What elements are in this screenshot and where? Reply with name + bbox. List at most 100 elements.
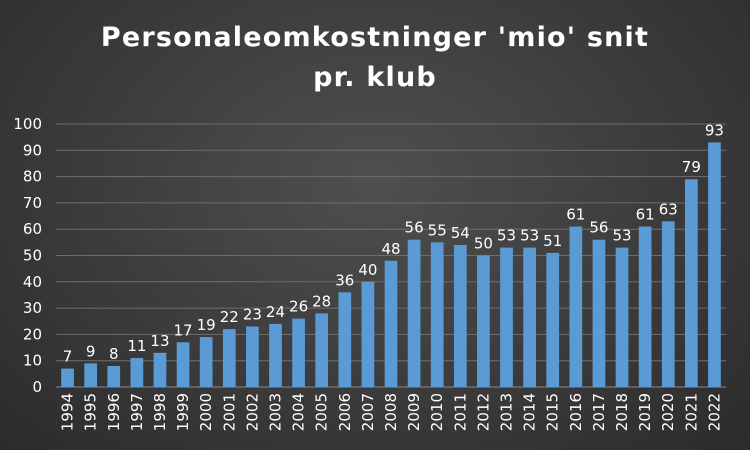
data-label: 61 (566, 206, 585, 224)
data-label: 22 (220, 308, 239, 326)
data-label: 23 (243, 306, 262, 324)
data-label: 54 (451, 224, 470, 242)
y-tick-label: 50 (23, 247, 42, 265)
data-label: 19 (197, 316, 216, 334)
data-label: 55 (428, 221, 447, 239)
bar (269, 323, 282, 387)
x-tick-label: 2004 (290, 393, 308, 431)
bar (176, 342, 190, 387)
data-label: 56 (589, 219, 608, 237)
x-tick-label: 1999 (174, 393, 192, 431)
x-tick-label: 2001 (220, 393, 238, 431)
bar (708, 142, 721, 387)
x-tick-label: 1998 (151, 393, 169, 431)
x-tick-label: 2020 (659, 393, 677, 431)
y-tick-label: 10 (23, 352, 42, 370)
x-tick-label: 2011 (451, 393, 469, 431)
bar (661, 221, 675, 387)
data-label: 8 (109, 345, 119, 363)
bar (569, 226, 583, 387)
x-tick-label: 2005 (313, 393, 331, 431)
data-label: 61 (636, 206, 655, 224)
data-label: 7 (63, 348, 73, 366)
data-label: 40 (358, 261, 377, 279)
bar (477, 255, 490, 387)
x-tick-label: 2021 (682, 393, 700, 431)
y-tick-label: 20 (23, 325, 42, 343)
x-tick-label: 2018 (613, 393, 631, 431)
bar (546, 252, 560, 387)
data-label: 48 (381, 240, 400, 258)
bar (361, 281, 375, 387)
y-tick-label: 30 (23, 299, 42, 317)
data-label: 24 (266, 303, 285, 321)
bar (61, 368, 74, 387)
data-label: 93 (705, 121, 724, 139)
bar (523, 247, 536, 387)
data-label: 26 (289, 298, 308, 316)
bar (384, 260, 398, 387)
y-tick-label: 70 (23, 194, 42, 212)
bar (84, 363, 98, 387)
x-tick-label: 1996 (105, 393, 123, 431)
y-tick-label: 100 (13, 115, 42, 133)
data-label: 17 (174, 321, 193, 339)
bar (615, 247, 629, 387)
bar (338, 292, 352, 387)
data-label: 9 (86, 342, 96, 360)
y-tick-label: 60 (23, 220, 42, 238)
data-label: 11 (127, 337, 146, 355)
data-label: 79 (682, 158, 701, 176)
data-label: 53 (520, 227, 539, 245)
x-tick-label: 2000 (197, 393, 215, 431)
x-tick-label: 1994 (59, 393, 77, 431)
bar (430, 242, 444, 387)
bar (107, 365, 121, 387)
x-tick-label: 2010 (428, 393, 446, 431)
data-label: 51 (543, 232, 562, 250)
bar (592, 239, 606, 387)
x-tick-label: 2007 (359, 393, 377, 431)
bar (407, 239, 421, 387)
x-tick-label: 2012 (474, 393, 492, 431)
data-label: 53 (497, 227, 516, 245)
bar (130, 358, 144, 387)
bar (199, 337, 213, 387)
bar (292, 318, 305, 387)
y-tick-label: 40 (23, 273, 42, 291)
bar (315, 313, 329, 387)
y-tick-label: 0 (32, 378, 42, 396)
x-tick-label: 2015 (544, 393, 562, 431)
bar (153, 352, 167, 387)
x-tick-label: 2016 (567, 393, 585, 431)
data-label: 56 (405, 219, 424, 237)
x-tick-label: 2003 (266, 393, 284, 431)
bar (684, 179, 698, 387)
bar (246, 326, 259, 387)
bar (453, 244, 467, 387)
x-tick-label: 2006 (336, 393, 354, 431)
y-tick-label: 90 (23, 141, 42, 159)
y-tick-label: 80 (23, 168, 42, 186)
bar (500, 247, 513, 387)
data-label: 36 (335, 271, 354, 289)
data-label: 63 (659, 200, 678, 218)
data-label: 53 (612, 227, 631, 245)
x-tick-label: 2009 (405, 393, 423, 431)
data-label: 50 (474, 235, 493, 253)
x-tick-label: 2017 (590, 393, 608, 431)
x-tick-label: 2014 (521, 393, 539, 431)
data-label: 28 (312, 292, 331, 310)
chart-title: Personaleomkostninger 'mio' snit pr. klu… (100, 22, 650, 93)
data-label: 13 (150, 332, 169, 350)
bar (222, 329, 236, 387)
x-tick-label: 2019 (636, 393, 654, 431)
x-tick-label: 2013 (498, 393, 516, 431)
bar (638, 226, 652, 387)
x-tick-label: 1997 (128, 393, 146, 431)
x-tick-label: 2002 (243, 393, 261, 431)
x-tick-label: 1995 (82, 393, 100, 431)
x-tick-label: 2022 (705, 393, 723, 431)
